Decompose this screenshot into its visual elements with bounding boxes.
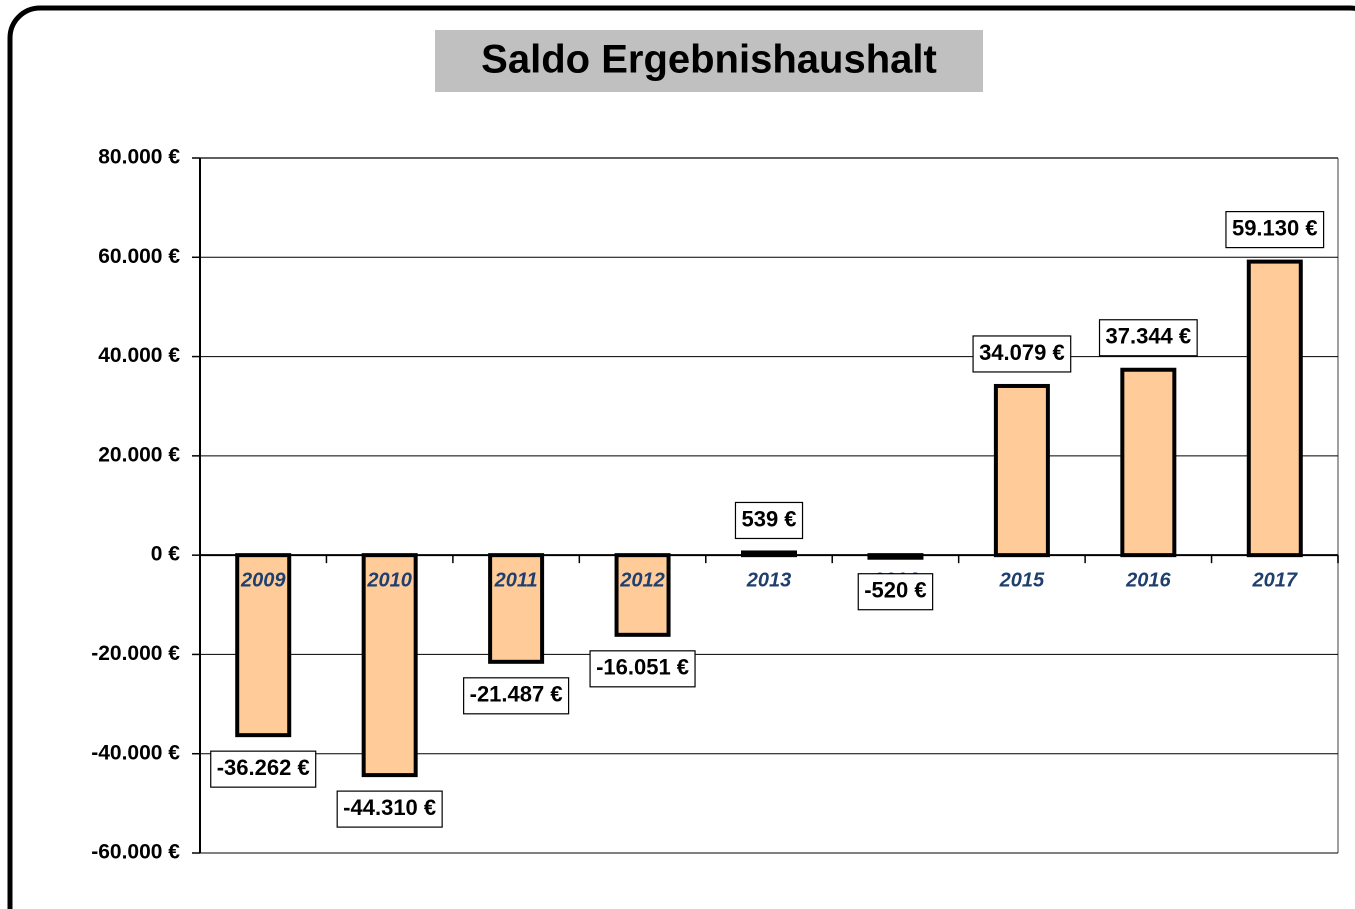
value-label-box	[589, 650, 696, 688]
x-tick-label: 2015	[999, 569, 1045, 591]
y-tick-label: -40.000 €	[91, 741, 180, 764]
y-tick-label: 20.000 €	[98, 443, 180, 466]
x-tick-label: 2013	[746, 569, 792, 591]
x-tick-label: 2009	[240, 569, 286, 591]
bar	[993, 383, 1050, 558]
bar	[741, 550, 797, 558]
x-tick-label: 2012	[619, 569, 665, 591]
bar	[488, 553, 545, 664]
value-label: -44.310 €	[343, 795, 436, 820]
value-label: -520 €	[864, 578, 926, 603]
x-tick-label: 2017	[1252, 569, 1298, 591]
value-label: -16.051 €	[596, 655, 689, 680]
chart-title: Saldo Ergebnishaushalt	[481, 38, 937, 82]
value-label-box	[1225, 211, 1325, 249]
value-label-box	[463, 677, 570, 715]
y-tick-label: -20.000 €	[91, 642, 180, 665]
x-tick-label: 2010	[366, 569, 412, 591]
chart-frame	[7, 5, 1355, 909]
value-label: 37.344 €	[1106, 324, 1192, 349]
y-tick-label: 0 €	[151, 543, 181, 566]
value-label-box	[734, 501, 804, 540]
y-tick-label: 60.000 €	[98, 245, 180, 268]
bar	[361, 553, 418, 778]
bar	[1120, 367, 1177, 558]
bar	[235, 553, 292, 738]
bar	[1246, 259, 1303, 558]
y-tick-label: 80.000 €	[98, 146, 180, 169]
bar	[867, 553, 924, 560]
value-label: 59.130 €	[1232, 215, 1318, 240]
value-label-box	[210, 750, 317, 788]
value-label-box	[857, 573, 934, 611]
value-label-box	[972, 335, 1072, 373]
value-label: -36.262 €	[217, 755, 310, 780]
x-tick-label: 2011	[494, 569, 538, 591]
value-label-box	[336, 790, 443, 828]
y-tick-label: -60.000 €	[91, 841, 180, 864]
value-label-box	[1098, 319, 1198, 357]
value-label: 34.079 €	[979, 340, 1065, 365]
bar	[614, 553, 671, 637]
y-tick-label: 40.000 €	[98, 344, 180, 367]
value-label: 539 €	[741, 506, 796, 531]
title-background	[435, 30, 983, 92]
x-tick-label: 2016	[1125, 569, 1171, 591]
value-label: -21.487 €	[470, 682, 563, 707]
